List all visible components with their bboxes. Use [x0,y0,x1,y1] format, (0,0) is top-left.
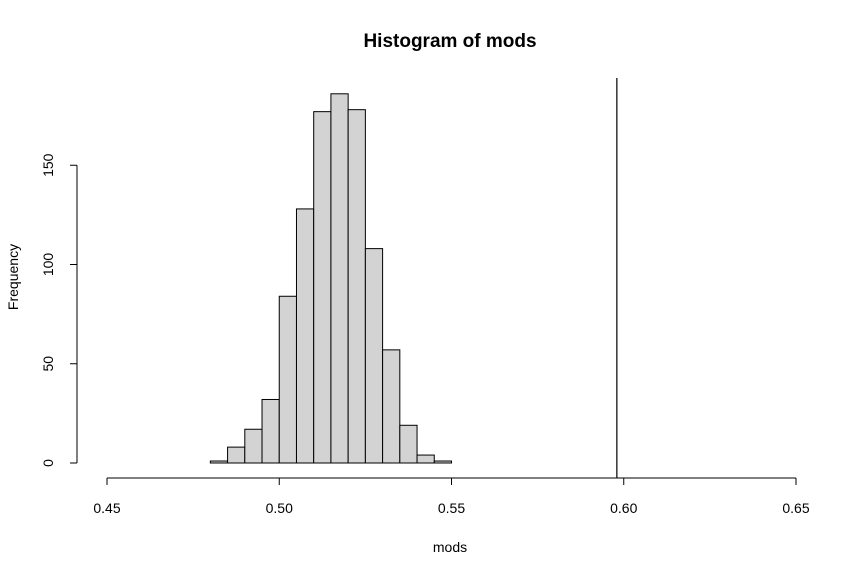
bars-group [209,93,452,464]
x-tick-label: 0.45 [93,500,120,516]
histogram-bar [295,208,315,464]
histogram-bar [347,109,366,464]
histogram-bar [364,248,384,464]
x-tick-label: 0.55 [438,500,465,516]
histogram-bar [330,93,349,464]
x-axis: 0.45 0.50 0.55 0.60 0.65 [93,477,810,516]
y-tick-label: 100 [40,253,56,277]
histogram-bar [244,428,263,464]
y-tick-label: 0 [40,459,56,467]
chart-title: Histogram of mods [363,31,536,52]
histogram-bar [209,460,229,464]
y-tick-label: 150 [40,153,56,177]
histogram-bar [261,398,280,464]
x-tick-label: 0.50 [266,500,293,516]
histogram-bar [278,295,297,464]
histogram-bar [416,454,435,464]
x-axis-label: mods [433,539,467,555]
histogram-bar [227,446,246,464]
x-tick-label: 0.65 [782,500,809,516]
histogram-bar [313,111,332,464]
x-tick-label: 0.60 [610,500,637,516]
histogram-bar [433,460,452,464]
histogram-bar [382,349,401,464]
y-tick-label: 50 [40,356,56,372]
y-axis: 0 50 100 150 [40,153,78,467]
histogram-bar [399,424,418,464]
y-axis-label: Frequency [5,244,21,310]
